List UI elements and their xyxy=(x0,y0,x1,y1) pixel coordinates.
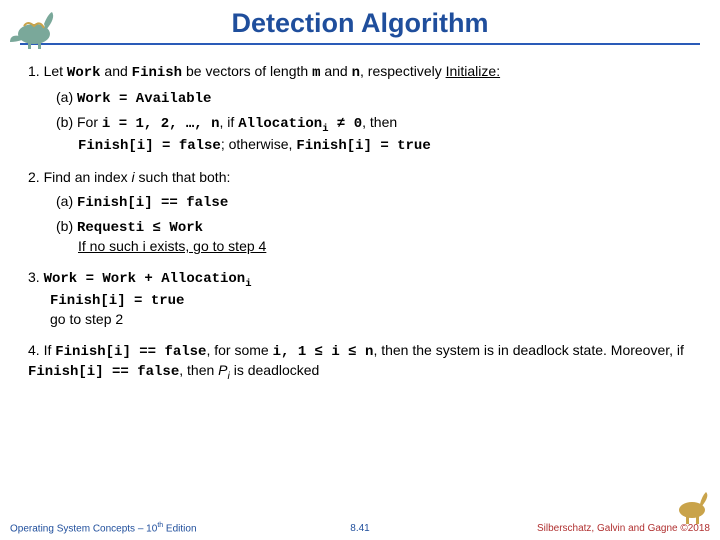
txt: be vectors of length xyxy=(182,63,312,79)
txt: , if xyxy=(220,114,239,130)
code: Finish[i] = true xyxy=(50,293,184,309)
txt: (a) xyxy=(56,89,77,105)
code: Finish xyxy=(132,65,182,81)
sub: i xyxy=(245,278,251,290)
footer-left-text2: Edition xyxy=(163,523,196,534)
txt: go to step 2 xyxy=(50,311,123,327)
footer-right: Silberschatz, Galvin and Gagne ©2018 xyxy=(537,523,710,534)
code: Finish[i] == false xyxy=(55,344,206,360)
txt-underline: Initialize: xyxy=(446,63,500,79)
slide: Detection Algorithm 1. Let Work and Fini… xyxy=(0,0,720,540)
step-2b: (b) Requesti ≤ Work If no such i exists,… xyxy=(56,218,692,255)
code: Finish[i] == false xyxy=(28,364,179,380)
code: i, 1 ≤ i ≤ n xyxy=(273,344,374,360)
txt-underline: If no such i exists, go to step 4 xyxy=(78,238,266,254)
code: i = 1, 2, …, n xyxy=(102,116,220,132)
txt: and xyxy=(101,63,132,79)
step-1: 1. Let Work and Finish be vectors of len… xyxy=(28,63,692,155)
footer-left: Operating System Concepts – 10th Edition xyxy=(10,522,197,534)
txt: (b) For xyxy=(56,114,102,130)
txt: (a) xyxy=(56,193,77,209)
txt: ; otherwise, xyxy=(221,136,296,152)
code: Requesti ≤ Work xyxy=(77,220,203,236)
step-3: 3. Work = Work + Allocationi Finish[i] =… xyxy=(28,269,692,328)
code: Allocation xyxy=(238,116,322,132)
txt: 1. Let xyxy=(28,63,67,79)
txt: , respectively xyxy=(360,63,446,79)
txt: and xyxy=(320,63,351,79)
footer-center: 8.41 xyxy=(350,523,369,534)
txt: 3. xyxy=(28,269,44,285)
code: Finish[i] == false xyxy=(77,195,228,211)
page-title: Detection Algorithm xyxy=(0,0,720,43)
code: Work = Available xyxy=(77,91,211,107)
txt: , for some xyxy=(206,342,272,358)
txt: such that both: xyxy=(135,169,231,185)
step-4: 4. If Finish[i] == false, for some i, 1 … xyxy=(28,342,692,382)
txt: 2. Find an index xyxy=(28,169,132,185)
code: n xyxy=(352,65,360,81)
step-1b: (b) For i = 1, 2, …, n, if Allocationi ≠… xyxy=(56,114,692,155)
code: Work xyxy=(67,65,101,81)
step-2: 2. Find an index i such that both: (a) F… xyxy=(28,169,692,255)
dinosaur-right-icon xyxy=(670,486,718,526)
txt: , then the system is in deadlock state. … xyxy=(373,342,683,358)
txt: 4. If xyxy=(28,342,55,358)
txt-italic: P xyxy=(218,362,227,378)
footer-left-text: Operating System Concepts – 10 xyxy=(10,523,157,534)
txt: , then xyxy=(362,114,397,130)
dinosaur-left-icon xyxy=(6,4,66,52)
txt: (b) xyxy=(56,218,77,234)
txt: , then xyxy=(179,362,218,378)
step-1a: (a) Work = Available xyxy=(56,89,692,109)
step-2a: (a) Finish[i] == false xyxy=(56,193,692,213)
txt: is deadlocked xyxy=(230,362,320,378)
code: Work = Work + Allocation xyxy=(44,271,246,287)
code: Finish[i] = true xyxy=(296,138,430,154)
code: Finish[i] = false xyxy=(78,138,221,154)
title-text: Detection Algorithm xyxy=(231,8,488,38)
content-body: 1. Let Work and Finish be vectors of len… xyxy=(0,45,720,383)
code: ≠ 0 xyxy=(329,116,363,132)
